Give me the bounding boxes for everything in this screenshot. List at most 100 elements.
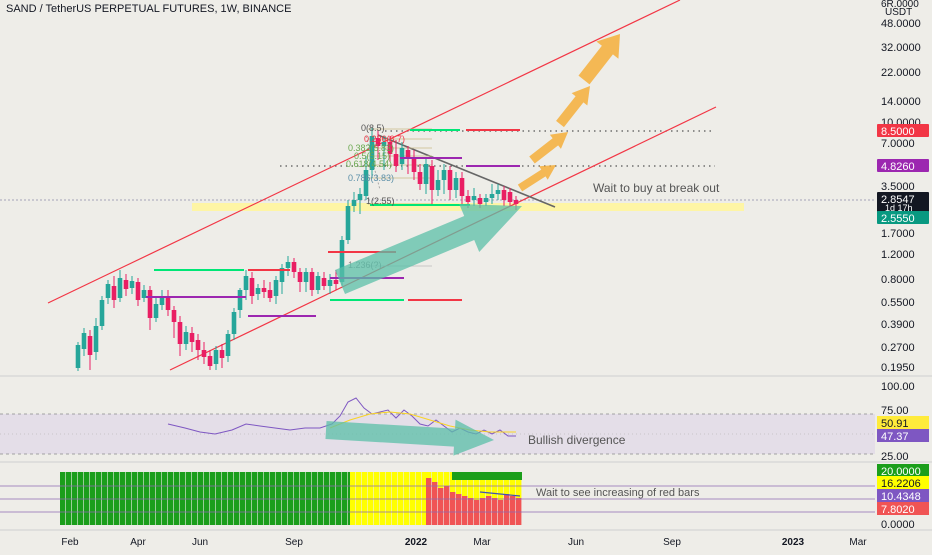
osc-bar-yellow — [426, 472, 432, 478]
osc-bar-red — [432, 482, 438, 525]
osc-bar-green — [324, 472, 330, 525]
osc-bar-yellow — [386, 472, 392, 525]
candle-body — [171, 310, 177, 322]
osc-bar-green — [216, 472, 222, 525]
price-label-countdown: 1d 17h — [885, 203, 913, 213]
osc-bar-green — [90, 472, 96, 525]
osc-bar-yellow — [444, 472, 450, 486]
price-tick-label: 14.0000 — [881, 96, 921, 108]
candle-body — [177, 322, 183, 344]
currency-unit-label: USDT — [885, 7, 912, 18]
price-tick-label: 7.0000 — [881, 138, 915, 150]
osc-bar-green — [276, 472, 282, 525]
candle-body — [237, 290, 243, 310]
candle-body — [261, 288, 267, 292]
candle-body — [423, 164, 429, 184]
candle-body — [123, 280, 129, 289]
annotation-divergence: Bullish divergence — [528, 433, 626, 447]
candle-body — [441, 170, 447, 180]
candle-body — [135, 282, 141, 300]
candle-body — [363, 170, 369, 196]
osc-bar-yellow — [486, 472, 492, 496]
candle-body — [501, 190, 507, 200]
osc-value-label: 16.2206 — [881, 478, 921, 490]
osc-bar-green — [252, 472, 258, 525]
osc-bar-green — [282, 472, 288, 525]
osc-bar-green — [108, 472, 114, 525]
osc-bar-green — [258, 472, 264, 525]
price-candles — [75, 128, 519, 371]
candle-body — [225, 334, 231, 356]
candle-body — [489, 194, 495, 198]
price-tick-label: 0.2700 — [881, 342, 915, 354]
osc-bar-green — [312, 472, 318, 525]
osc-bar-yellow — [392, 472, 398, 525]
candle-body — [141, 290, 147, 298]
candle-body — [435, 180, 441, 190]
candle-body — [513, 200, 519, 204]
candle-body — [477, 198, 483, 204]
candle-body — [411, 158, 417, 172]
osc-bar-yellow — [504, 472, 510, 494]
candle-body — [453, 178, 459, 190]
candle-body — [333, 280, 339, 284]
osc-bar-green — [102, 472, 108, 525]
fib-level-label: 1(2.55) — [366, 196, 395, 206]
price-label-box — [877, 124, 929, 137]
candle-body — [405, 150, 411, 158]
time-tick-label: Feb — [61, 537, 79, 548]
osc-bar-yellow — [422, 472, 428, 525]
candle-body — [105, 284, 111, 298]
rsi-value-box — [877, 429, 929, 442]
candle-body — [111, 286, 117, 300]
osc-bar-yellow — [450, 472, 456, 492]
candle-body — [99, 300, 105, 326]
osc-bar-yellow — [416, 472, 422, 525]
osc-bar-green — [84, 472, 90, 525]
price-label-box — [877, 192, 929, 212]
osc-bar-red — [504, 494, 510, 525]
symbol-title: SAND / TetherUS PERPETUAL FUTURES, 1W, B… — [6, 3, 292, 15]
candle-body — [357, 194, 363, 200]
candle-body — [81, 333, 87, 349]
candle-body — [309, 272, 315, 290]
time-tick-label: Sep — [663, 537, 681, 548]
candle-body — [507, 192, 513, 202]
time-tick-label: Mar — [849, 537, 867, 548]
candle-body — [327, 280, 333, 286]
annotation-red-bars: Wait to see increasing of red bars — [536, 487, 700, 499]
candle-body — [117, 278, 123, 298]
osc-value-label: 20.0000 — [881, 466, 921, 478]
candle-body — [189, 333, 195, 342]
price-label-value: 2.8547 — [881, 194, 915, 206]
price-tick-label: 22.0000 — [881, 67, 921, 79]
osc-value-label: 10.4348 — [881, 491, 921, 503]
rsi-value-label: 50.91 — [881, 418, 909, 430]
time-tick-label: 2022 — [405, 537, 428, 548]
osc-bar-yellow — [492, 472, 498, 498]
osc-bar-yellow — [374, 472, 380, 525]
candle-body — [375, 138, 381, 146]
osc-bar-red — [516, 498, 522, 525]
fib-level-label: 0.382(5.83) — [348, 143, 394, 153]
time-tick-label: Sep — [285, 537, 303, 548]
time-tick-label: Mar — [473, 537, 491, 548]
osc-bar-yellow — [350, 472, 356, 525]
osc-bar-green — [126, 472, 132, 525]
osc-bar-green — [228, 472, 234, 525]
osc-bar-yellow — [356, 472, 362, 525]
fib-level-label: 0(8.5) — [361, 123, 385, 133]
osc-bar-green — [78, 472, 84, 525]
candle-body — [495, 190, 501, 194]
osc-bar-green — [72, 472, 78, 525]
osc-bar-red — [492, 498, 498, 525]
osc-bar-green — [66, 472, 72, 525]
candle-body — [465, 196, 471, 202]
osc-bar-green — [342, 472, 348, 525]
candle-body — [219, 350, 225, 358]
osc-bar-green — [96, 472, 102, 525]
currency-top-label: 6R.0000 — [881, 0, 919, 10]
candle-body — [165, 296, 171, 310]
